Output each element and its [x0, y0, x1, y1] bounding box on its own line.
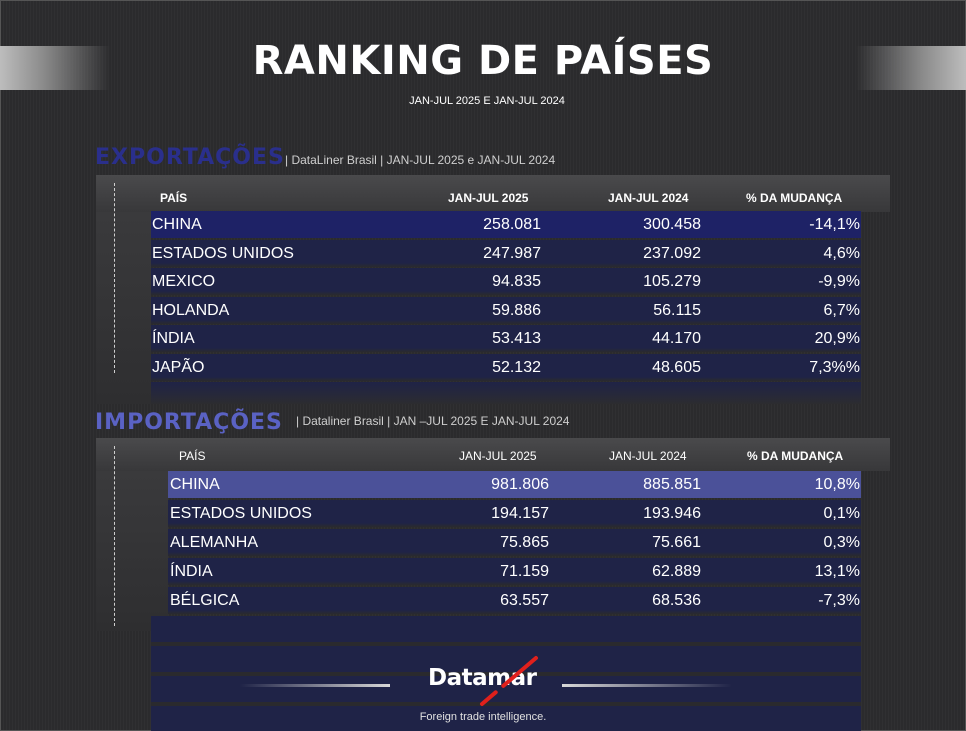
imports-value-2025-cell: 981.806 [491, 476, 549, 493]
imports-table-header-bg [96, 438, 890, 471]
imports-change-cell: 0,1% [823, 505, 860, 522]
exports-value-2025-cell: 53.413 [492, 330, 541, 348]
exports-country-cell: CHINA [152, 216, 202, 233]
exports-country-cell: ÍNDIA [152, 330, 195, 348]
footer-band-background [151, 616, 861, 731]
imports-source: | Dataliner Brasil | JAN –JUL 2025 E JAN… [296, 414, 570, 428]
exports-source: | DataLiner Brasil | JAN-JUL 2025 e JAN-… [285, 153, 556, 167]
imports-col-2025: JAN-JUL 2025 [459, 449, 537, 463]
imports-country-cell: CHINA [170, 476, 220, 493]
exports-table-row: ÍNDIA 53.413 44.170 20,9% [151, 325, 861, 353]
exports-col-2024: JAN-JUL 2024 [608, 191, 689, 205]
exports-value-2024-cell: 44.170 [652, 330, 701, 348]
imports-heading: IMPORTAÇÕES [95, 410, 283, 435]
exports-country-cell: HOLANDA [152, 301, 230, 319]
imports-table-row: CHINA 981.806 885.851 10,8% [168, 471, 861, 498]
logo-tagline: Foreign trade intelligence. [419, 711, 547, 723]
exports-table-header-bg [96, 175, 890, 212]
logo-slash-icon [480, 656, 538, 706]
exports-value-2025-cell: 247.987 [483, 244, 541, 262]
imports-value-2025-cell: 194.157 [491, 505, 549, 522]
exports-country-cell: MEXICO [152, 273, 216, 291]
imports-table-row: ÍNDIA 71.159 62.889 13,1% [168, 558, 861, 585]
imports-col-2024: JAN-JUL 2024 [609, 449, 687, 463]
header-decoration-right [856, 46, 966, 90]
exports-value-2024-cell: 105.279 [643, 273, 701, 291]
page-subtitle: JAN-JUL 2025 E JAN-JUL 2024 [409, 95, 565, 107]
exports-heading: EXPORTAÇÕES [95, 145, 285, 170]
imports-country-cell: ALEMANHA [170, 534, 259, 551]
datamar-logo: Datamar [428, 665, 537, 691]
exports-value-2025-cell: 94.835 [492, 273, 541, 291]
imports-value-2025-cell: 63.557 [500, 592, 549, 609]
exports-value-2024-cell: 56.115 [653, 301, 701, 319]
logo-line-right [562, 684, 732, 687]
exports-value-2025-cell: 59.886 [492, 301, 541, 319]
exports-change-cell: -9,9% [818, 273, 860, 291]
imports-value-2025-cell: 75.865 [500, 534, 549, 551]
imports-table-row: ESTADOS UNIDOS 194.157 193.946 0,1% [168, 500, 861, 527]
exports-value-2024-cell: 237.092 [643, 244, 701, 262]
imports-change-cell: 0,3% [823, 534, 860, 551]
imports-change-cell: 13,1% [814, 563, 860, 580]
imports-table-row: ALEMANHA 75.865 75.661 0,3% [168, 529, 861, 556]
imports-country-cell: ESTADOS UNIDOS [170, 505, 312, 522]
exports-table-row: HOLANDA 59.886 56.115 6,7% [151, 296, 861, 324]
exports-country-cell: ESTADOS UNIDOS [152, 244, 294, 262]
imports-value-2024-cell: 62.889 [652, 563, 701, 580]
exports-change-cell: 7,3%% [809, 359, 860, 376]
imports-country-cell: ÍNDIA [170, 563, 213, 580]
imports-country-cell: BÉLGICA [170, 592, 240, 609]
exports-value-2024-cell: 48.605 [652, 359, 701, 376]
imports-value-2025-cell: 71.159 [500, 563, 549, 580]
exports-change-cell: 20,9% [814, 330, 860, 348]
imports-value-2024-cell: 193.946 [643, 505, 701, 522]
imports-col-country: PAÍS [179, 449, 206, 463]
exports-table-row: JAPÃO 52.132 48.605 7,3%% [151, 354, 861, 381]
imports-left-gutter [96, 471, 168, 631]
page-title: RANKING DE PAÍSES [252, 38, 714, 84]
imports-value-2024-cell: 68.536 [652, 592, 701, 609]
exports-left-gutter [96, 212, 151, 404]
header-decoration-left [0, 46, 110, 90]
exports-value-2024-cell: 300.458 [643, 216, 701, 233]
exports-value-2025-cell: 52.132 [492, 359, 541, 376]
exports-table-row: CHINA 258.081 300.458 -14,1% [151, 211, 861, 238]
imports-value-2024-cell: 75.661 [652, 534, 701, 551]
exports-change-cell: -14,1% [809, 216, 860, 233]
exports-dashed-line [114, 183, 115, 373]
exports-country-cell: JAPÃO [152, 359, 205, 376]
exports-col-change: % DA MUDANÇA [746, 191, 843, 205]
exports-change-cell: 6,7% [823, 301, 860, 319]
exports-change-cell: 4,6% [823, 244, 860, 262]
imports-value-2024-cell: 885.851 [643, 476, 701, 493]
exports-table-row: ESTADOS UNIDOS 247.987 237.092 4,6% [151, 239, 861, 267]
exports-value-2025-cell: 258.081 [483, 216, 541, 233]
imports-dashed-line [114, 446, 115, 626]
imports-col-change: % DA MUDANÇA [747, 449, 844, 463]
imports-change-cell: -7,3% [818, 592, 860, 609]
exports-table-row: MEXICO 94.835 105.279 -9,9% [151, 268, 861, 296]
exports-col-2025: JAN-JUL 2025 [448, 191, 529, 205]
imports-table-row: BÉLGICA 63.557 68.536 -7,3% [168, 587, 861, 614]
logo-line-left [240, 684, 390, 687]
imports-change-cell: 10,8% [814, 476, 860, 493]
exports-table-bottom-band [151, 382, 861, 404]
exports-col-country: PAÍS [160, 191, 188, 205]
